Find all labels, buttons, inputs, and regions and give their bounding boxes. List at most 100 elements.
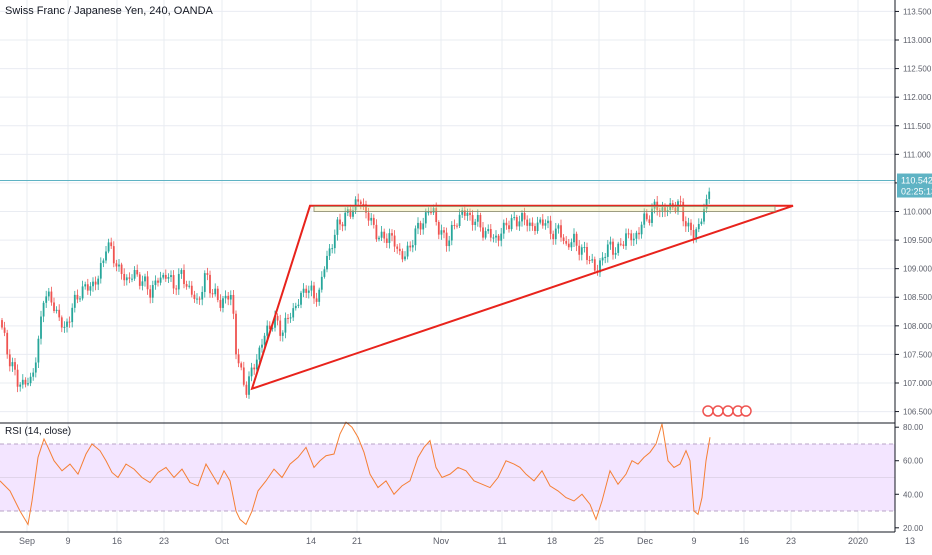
event-marker-icon bbox=[722, 405, 734, 417]
candle-body bbox=[263, 335, 266, 345]
candle-body bbox=[651, 208, 653, 223]
candle-body bbox=[583, 247, 586, 249]
candle-body bbox=[128, 277, 131, 279]
candle-body bbox=[253, 367, 256, 370]
candle-body bbox=[310, 285, 313, 291]
candle-body bbox=[211, 293, 214, 295]
candle-body bbox=[544, 223, 547, 226]
candle-body bbox=[614, 252, 617, 255]
candle-body bbox=[162, 274, 165, 278]
candle-body bbox=[115, 263, 118, 267]
candle-body bbox=[84, 284, 87, 287]
candle-body bbox=[601, 257, 604, 261]
candle-body bbox=[170, 275, 172, 278]
candle-body bbox=[692, 230, 695, 239]
time-tick-label: 23 bbox=[786, 536, 796, 546]
candle-body bbox=[396, 246, 399, 249]
candle-body bbox=[24, 379, 27, 385]
candle-body bbox=[94, 281, 97, 285]
candle-body bbox=[456, 225, 458, 227]
candle-body bbox=[599, 260, 601, 273]
price-tick-label: 110.000 bbox=[903, 208, 932, 217]
candle-body bbox=[515, 217, 518, 227]
candle-body bbox=[703, 208, 705, 222]
candle-body bbox=[21, 379, 24, 385]
candle-body bbox=[489, 229, 492, 238]
candle-body bbox=[393, 235, 396, 247]
candle-body bbox=[133, 269, 136, 279]
candle-body bbox=[679, 201, 682, 203]
candle-body bbox=[588, 259, 591, 261]
price-tick-label: 113.500 bbox=[903, 7, 932, 16]
candle-body bbox=[1, 320, 3, 328]
candle-body bbox=[417, 222, 419, 229]
candle-body bbox=[79, 298, 81, 300]
candle-body bbox=[697, 224, 700, 230]
candle-body bbox=[573, 233, 575, 243]
time-tick-label: 14 bbox=[306, 536, 316, 546]
candle-body bbox=[534, 226, 536, 232]
candle-body bbox=[643, 213, 646, 225]
candle-body bbox=[214, 288, 217, 295]
candle-body bbox=[11, 362, 14, 367]
candle-body bbox=[419, 222, 422, 230]
candle-body bbox=[528, 222, 531, 226]
candle-body bbox=[131, 278, 133, 280]
candle-body bbox=[432, 208, 435, 213]
time-tick-label: Dec bbox=[637, 536, 654, 546]
candle-body bbox=[32, 372, 35, 377]
candle-body bbox=[219, 299, 222, 308]
candle-body bbox=[328, 248, 331, 256]
candle-body bbox=[476, 215, 479, 222]
price-tick-label: 109.000 bbox=[903, 265, 932, 274]
candle-body bbox=[630, 233, 633, 241]
candle-body bbox=[159, 277, 162, 283]
candle-body bbox=[271, 327, 274, 330]
candle-body bbox=[570, 242, 573, 248]
candle-body bbox=[658, 210, 661, 212]
candle-body bbox=[305, 288, 308, 293]
candle-body bbox=[190, 285, 193, 295]
candle-body bbox=[554, 228, 557, 240]
candle-body bbox=[294, 305, 297, 309]
time-tick-label: 9 bbox=[691, 536, 696, 546]
candle-body bbox=[612, 241, 614, 255]
resistance-zone bbox=[313, 205, 776, 212]
candle-body bbox=[437, 221, 440, 235]
candle-body bbox=[609, 241, 612, 245]
grid-lines bbox=[0, 0, 895, 532]
candle-body bbox=[362, 203, 365, 205]
time-tick-label: 2020 bbox=[848, 536, 868, 546]
candle-body bbox=[60, 317, 63, 328]
candle-body bbox=[203, 273, 206, 292]
candle-body bbox=[510, 218, 513, 230]
candle-body bbox=[157, 280, 159, 283]
time-tick-label: 21 bbox=[352, 536, 362, 546]
candle-body bbox=[136, 269, 139, 275]
candle-body bbox=[367, 212, 370, 221]
candle-body bbox=[357, 199, 360, 202]
candle-body bbox=[580, 247, 583, 255]
candle-body bbox=[695, 229, 698, 239]
price-tick-label: 108.000 bbox=[903, 322, 932, 331]
candle-body bbox=[183, 270, 185, 285]
candle-body bbox=[302, 288, 305, 293]
event-marker-icon bbox=[740, 405, 752, 417]
drawing-annotations bbox=[250, 204, 794, 391]
candle-body bbox=[242, 367, 245, 385]
candle-body bbox=[700, 221, 703, 225]
rsi-axis-labels: 20.00 40.00 60.00 80.00 bbox=[895, 423, 924, 533]
candle-body bbox=[661, 207, 664, 212]
candle-body bbox=[339, 219, 341, 225]
candle-body bbox=[471, 215, 474, 226]
candle-body bbox=[47, 291, 50, 297]
candle-body bbox=[333, 234, 336, 249]
candle-body bbox=[500, 233, 503, 241]
candle-body bbox=[406, 245, 409, 257]
event-markers bbox=[702, 405, 752, 417]
candle-body bbox=[508, 225, 510, 230]
candle-body bbox=[404, 256, 406, 260]
candle-body bbox=[518, 221, 521, 227]
candle-body bbox=[549, 220, 552, 234]
